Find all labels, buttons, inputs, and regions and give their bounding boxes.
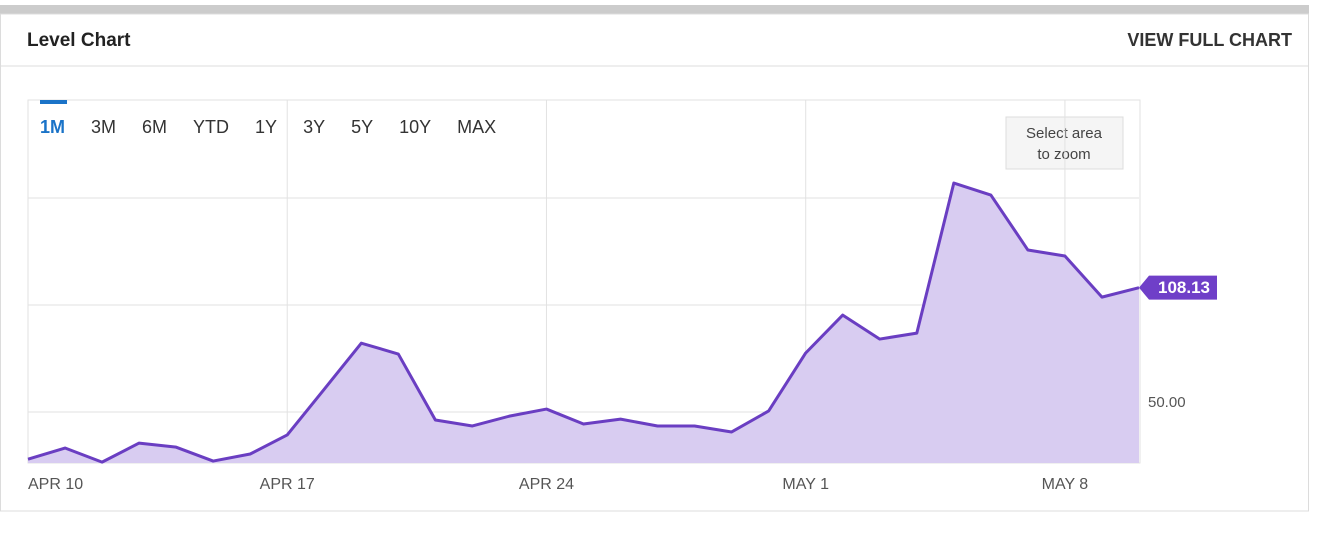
range-button[interactable]: 1Y xyxy=(255,117,277,137)
last-value-label: 108.13 xyxy=(1158,278,1210,297)
zoom-hint: Select area xyxy=(1026,125,1103,142)
range-button[interactable]: 3M xyxy=(91,117,116,137)
header-title: Level Chart xyxy=(27,30,131,51)
view-full-chart[interactable]: VIEW FULL CHART xyxy=(1127,30,1292,50)
range-button[interactable]: 5Y xyxy=(351,117,373,137)
x-tick-label: APR 17 xyxy=(260,476,315,493)
range-button[interactable]: MAX xyxy=(457,117,496,137)
x-tick-label: MAY 8 xyxy=(1042,476,1089,493)
active-indicator xyxy=(40,100,68,104)
card xyxy=(0,13,1309,512)
range-button[interactable]: YTD xyxy=(193,117,229,137)
top-bar xyxy=(0,5,1309,14)
line xyxy=(27,181,1140,464)
x-tick-label: APR 10 xyxy=(28,476,83,493)
range-button[interactable]: 6M xyxy=(142,117,167,137)
area-fill xyxy=(28,183,1139,464)
x-tick-label: APR 24 xyxy=(519,476,574,493)
last-value-tag xyxy=(1139,275,1217,300)
range-button[interactable]: 3Y xyxy=(303,117,325,137)
range-button[interactable]: 1M xyxy=(40,117,65,137)
zoom-hint: to zoom xyxy=(1037,146,1090,163)
range-button[interactable]: 10Y xyxy=(399,117,431,137)
y-tick-label: 50.00 xyxy=(1148,394,1186,411)
x-tick-label: MAY 1 xyxy=(782,476,829,493)
